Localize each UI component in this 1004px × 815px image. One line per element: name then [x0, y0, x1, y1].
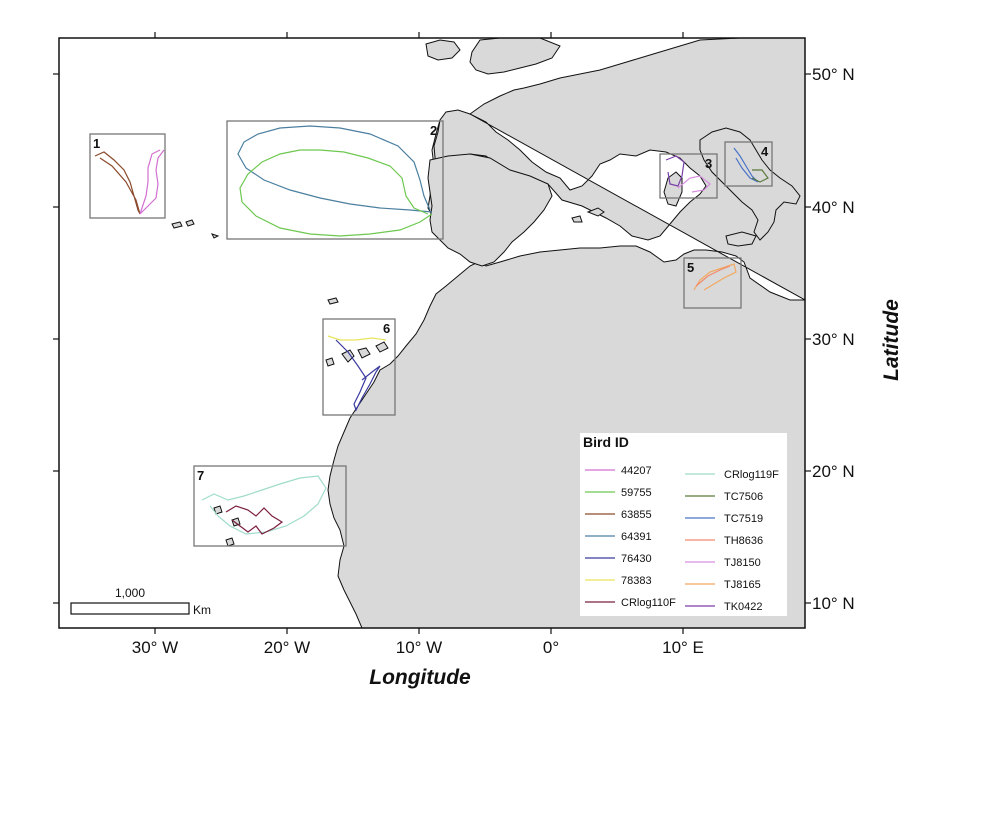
box-7: [193, 465, 347, 547]
box-6: [322, 318, 396, 416]
track-CRlog119F: [201, 475, 327, 535]
x-tick-label: 10° E: [662, 638, 704, 657]
y-tick-label: 20° N: [812, 462, 855, 481]
azores: [171, 219, 220, 239]
box-3: [659, 153, 718, 199]
legend-label: TJ8150: [724, 557, 761, 569]
legend-label: 76430: [621, 553, 652, 565]
tick-marks: [53, 32, 811, 634]
legend-label: CRlog110F: [621, 597, 676, 609]
box-label-2: 2: [430, 123, 437, 138]
legend-label: TJ8165: [724, 579, 761, 591]
box-label-7: 7: [197, 468, 204, 483]
map-frame: [58, 37, 806, 629]
britain: [469, 38, 561, 75]
x-tick-label: 30° W: [132, 638, 178, 657]
track-59755: [239, 149, 433, 237]
y-tick-label: 40° N: [812, 198, 855, 217]
y-axis-title: Latitude: [880, 299, 903, 381]
scale-bar-rect: [70, 602, 190, 615]
track-TH8636: [695, 265, 731, 287]
box-2: [226, 120, 444, 240]
y-tick-labels: 50° N 40° N 30° N 20° N 10° N: [812, 65, 855, 613]
sicily: [725, 231, 757, 247]
track-TJ8165: [693, 263, 737, 291]
y-tick-label: 30° N: [812, 330, 855, 349]
track-44207: [139, 149, 165, 215]
scale-bar-value: 1,000: [115, 586, 145, 600]
x-tick-labels: 30° W 20° W 10° W 0° 10° E: [132, 638, 704, 657]
x-tick-label: 0°: [543, 638, 559, 657]
box-4: [724, 141, 773, 187]
y-tick-label: 10° N: [812, 594, 855, 613]
balearic-islands: [571, 207, 605, 223]
iberia: [427, 153, 553, 267]
legend-title: Bird ID: [583, 434, 629, 450]
track-TC7506: [751, 169, 769, 183]
legend-label: 59755: [621, 487, 652, 499]
legend-label: TC7506: [724, 491, 763, 503]
x-tick-label: 20° W: [264, 638, 310, 657]
track-TJ8150: [677, 175, 711, 193]
study-boxes: [89, 120, 773, 547]
box-1: [89, 133, 166, 219]
legend-label: CRlog119F: [724, 469, 779, 481]
box-5: [683, 257, 742, 309]
scale-bar: 1,000 Km: [70, 586, 211, 617]
track-76430: [335, 339, 381, 412]
track-78383: [327, 335, 387, 341]
canary-islands: [325, 341, 389, 367]
madeira: [327, 297, 339, 305]
box-label-6: 6: [383, 321, 390, 336]
legend-label: TC7519: [724, 513, 763, 525]
track-63855: [94, 151, 141, 215]
legend-label: 63855: [621, 509, 652, 521]
legend-label: 64391: [621, 531, 652, 543]
legend-label: TK0422: [724, 601, 763, 613]
track-TK0422: [665, 155, 685, 187]
box-label-4: 4: [761, 144, 769, 159]
box-label-1: 1: [93, 136, 100, 151]
track-CRlog110F: [225, 505, 284, 535]
scale-bar-unit: Km: [193, 603, 211, 617]
track-64391: [237, 125, 433, 213]
x-tick-label: 10° W: [396, 638, 442, 657]
legend-background: [580, 433, 787, 616]
legend: Bird ID 44207 59755 63855 64391 76430 78…: [580, 433, 787, 616]
legend-label: 78383: [621, 575, 652, 587]
y-tick-label: 50° N: [812, 65, 855, 84]
legend-label: TH8636: [724, 535, 763, 547]
box-label-5: 5: [687, 260, 694, 275]
box-label-3: 3: [705, 156, 712, 171]
legend-label: 44207: [621, 465, 652, 477]
ireland: [425, 39, 461, 61]
x-axis-title: Longitude: [369, 666, 471, 689]
bird-tracks: [94, 125, 769, 535]
box-labels: 1 2 3 4 5 6 7: [93, 123, 769, 483]
